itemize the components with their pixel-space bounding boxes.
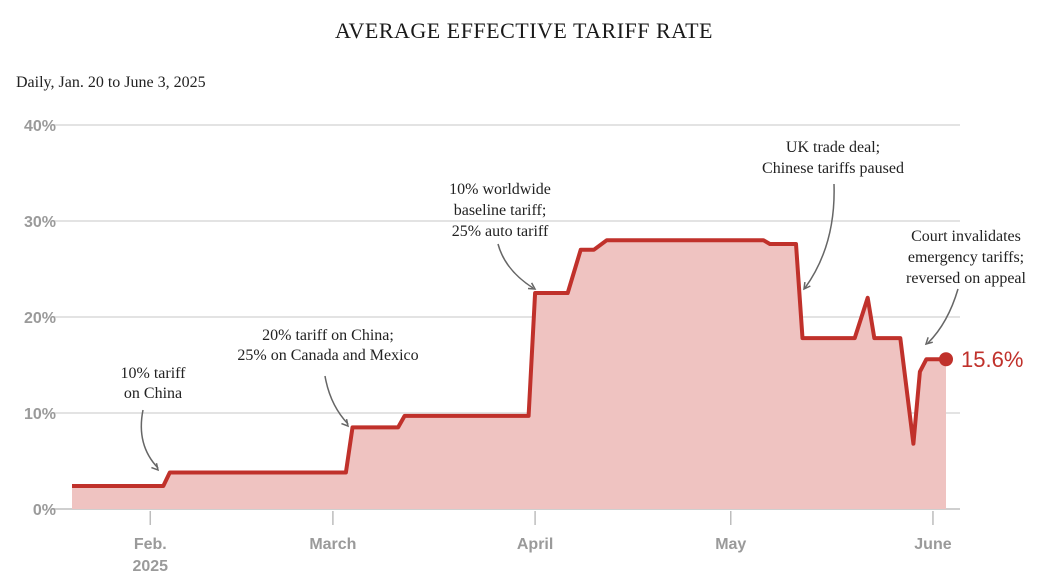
y-tick-label: 20% bbox=[24, 310, 56, 327]
annotation-arrow bbox=[324, 375, 349, 425]
x-tick-label: 2025 bbox=[132, 558, 168, 575]
y-tick-label: 0% bbox=[33, 502, 56, 519]
x-tick-label: Feb. bbox=[134, 536, 167, 553]
x-tick-label: April bbox=[517, 536, 553, 553]
annotation-arrow bbox=[927, 288, 959, 344]
annotation-text: Chinese tariffs paused bbox=[762, 160, 904, 177]
annotation-text: emergency tariffs; bbox=[908, 249, 1024, 266]
annotation-text: 10% tariff bbox=[120, 365, 186, 382]
tariff-line bbox=[72, 238, 946, 488]
annotation-arrow bbox=[497, 243, 534, 289]
annotation-text: 25% on Canada and Mexico bbox=[237, 347, 418, 364]
tariff-area bbox=[72, 240, 946, 509]
annotation-text: on China bbox=[124, 385, 182, 402]
end-point-dot bbox=[939, 352, 953, 367]
annotation-arrowhead bbox=[924, 337, 933, 346]
y-tick-label: 40% bbox=[24, 118, 56, 135]
annotation-text: 20% tariff on China; bbox=[262, 327, 394, 344]
x-tick-label: June bbox=[914, 536, 951, 553]
annotation-arrowhead bbox=[527, 282, 537, 290]
annotation-arrowhead bbox=[803, 281, 811, 291]
end-value-label: 15.6% bbox=[961, 347, 1023, 372]
annotation-text: reversed on appeal bbox=[906, 270, 1026, 287]
annotation-text: 25% auto tariff bbox=[452, 223, 549, 240]
x-tick-label: May bbox=[715, 536, 746, 553]
annotation-arrowhead bbox=[151, 463, 160, 472]
chart-subtitle: Daily, Jan. 20 to June 3, 2025 bbox=[16, 74, 206, 91]
x-tick-label: March bbox=[309, 536, 356, 553]
annotation-arrow bbox=[140, 409, 159, 469]
annotation-text: UK trade deal; bbox=[786, 139, 880, 156]
annotation-text: baseline tariff; bbox=[454, 202, 547, 219]
y-tick-label: 10% bbox=[24, 406, 56, 423]
annotation-arrow bbox=[804, 183, 835, 289]
chart-title: AVERAGE EFFECTIVE TARIFF RATE bbox=[334, 18, 713, 43]
annotation-arrowhead bbox=[341, 418, 350, 428]
annotation-text: Court invalidates bbox=[911, 228, 1021, 245]
annotation-text: 10% worldwide bbox=[449, 181, 551, 198]
y-tick-label: 30% bbox=[24, 214, 56, 231]
